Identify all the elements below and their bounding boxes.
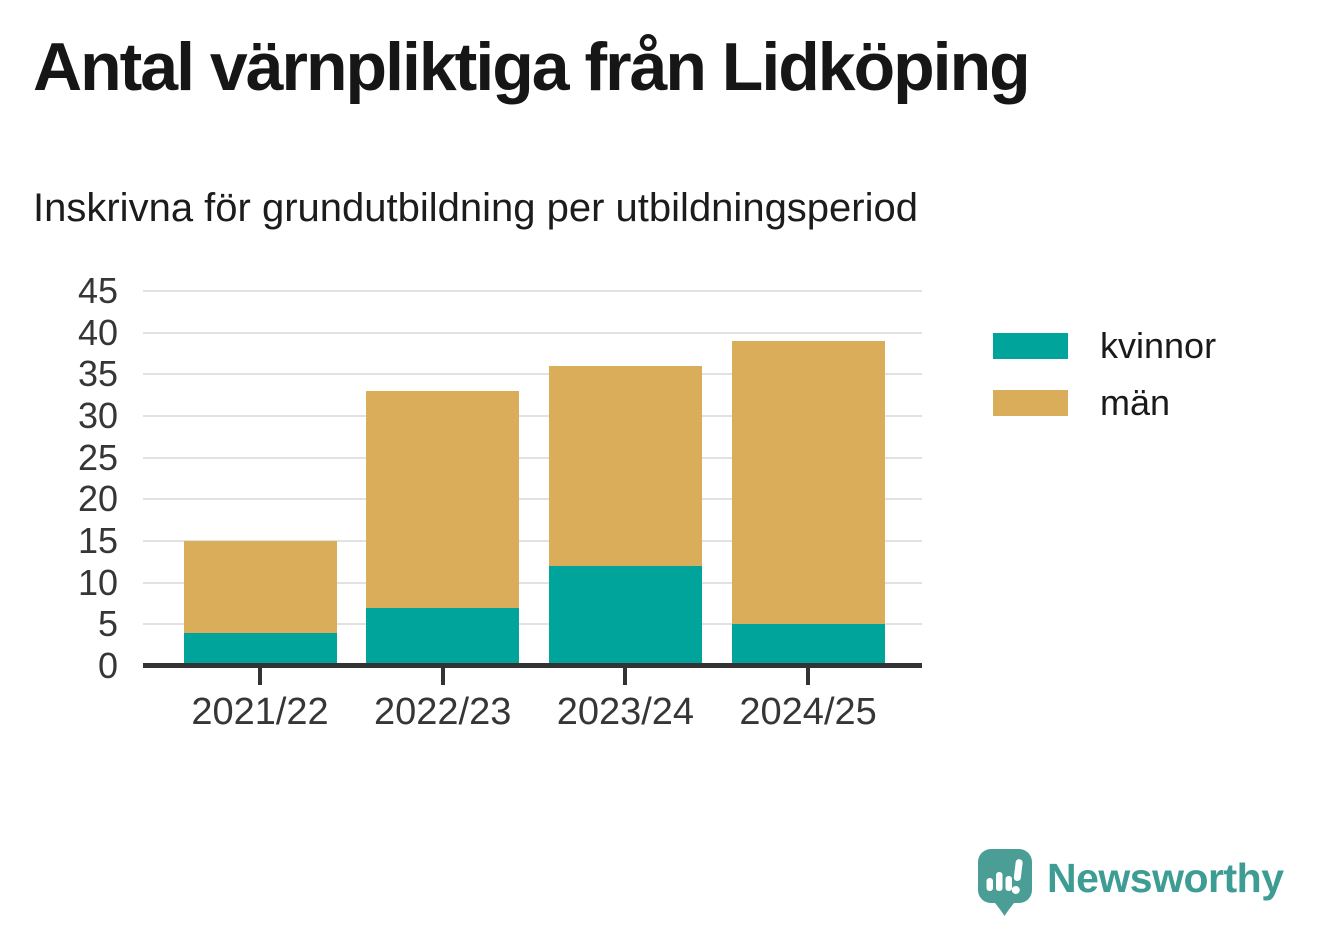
y-axis-tick-label: 25 bbox=[77, 436, 118, 478]
x-axis-tick bbox=[440, 668, 445, 685]
y-axis-tick-label: 45 bbox=[77, 270, 118, 311]
legend-item-kvinnor: kvinnor bbox=[993, 325, 1217, 366]
gridline-20 bbox=[143, 498, 922, 501]
bar-segment-kvinnor bbox=[548, 566, 702, 666]
y-axis-tick-label: 0 bbox=[97, 645, 118, 686]
y-axis-tick-label: 5 bbox=[97, 603, 118, 645]
x-axis-tick bbox=[806, 668, 811, 685]
x-axis-tick-label: 2023/24 bbox=[556, 691, 695, 733]
x-axis-line bbox=[143, 663, 922, 668]
gridline-45 bbox=[143, 290, 922, 292]
chart-subtitle: Inskrivna för grundutbildning per utbild… bbox=[33, 186, 918, 230]
legend-label-män: män bbox=[1100, 382, 1171, 423]
x-axis-tick-label: 2021/22 bbox=[191, 691, 329, 733]
y-axis-tick-label: 15 bbox=[77, 520, 118, 561]
y-axis-tick-label: 40 bbox=[77, 311, 118, 353]
legend: kvinnor män bbox=[993, 325, 1217, 423]
bar-segment-män bbox=[183, 541, 337, 633]
gridline-40 bbox=[143, 331, 922, 334]
gridline-10 bbox=[143, 581, 922, 584]
newsworthy-logo-text: Newsworthy bbox=[1047, 855, 1284, 901]
newsworthy-bubble-chart-icon bbox=[978, 849, 1032, 916]
bar-segment-kvinnor bbox=[731, 624, 885, 666]
x-axis-tick bbox=[623, 668, 628, 685]
legend-item-män: män bbox=[993, 382, 1216, 423]
gridline-30 bbox=[143, 415, 922, 417]
newsworthy-logo: Newsworthy bbox=[976, 848, 1284, 918]
y-axis-tick-label: 10 bbox=[77, 561, 118, 603]
bar-segment-män bbox=[366, 391, 520, 608]
gridline-15 bbox=[143, 540, 922, 542]
legend-swatch-kvinnor bbox=[993, 333, 1068, 359]
bar-segment-kvinnor bbox=[366, 607, 520, 666]
bar-segment-män bbox=[548, 366, 702, 566]
legend-label-kvinnor: kvinnor bbox=[1100, 325, 1217, 366]
bar-segment-kvinnor bbox=[183, 632, 337, 666]
chart-title: Antal värnpliktiga från Lidköping bbox=[33, 29, 1031, 105]
y-axis-tick-label: 35 bbox=[77, 353, 118, 395]
x-axis-tick bbox=[258, 668, 262, 685]
y-axis-tick-label: 30 bbox=[77, 395, 118, 436]
y-axis-tick-label: 20 bbox=[77, 478, 118, 520]
gridline-25 bbox=[143, 456, 922, 459]
x-axis-tick-label: 2024/25 bbox=[739, 691, 877, 733]
x-axis-tick-label: 2022/23 bbox=[374, 691, 512, 733]
gridline-35 bbox=[143, 373, 922, 376]
bar-segment-män bbox=[731, 341, 885, 625]
legend-swatch-män bbox=[993, 390, 1068, 416]
gridline-5 bbox=[143, 623, 922, 626]
